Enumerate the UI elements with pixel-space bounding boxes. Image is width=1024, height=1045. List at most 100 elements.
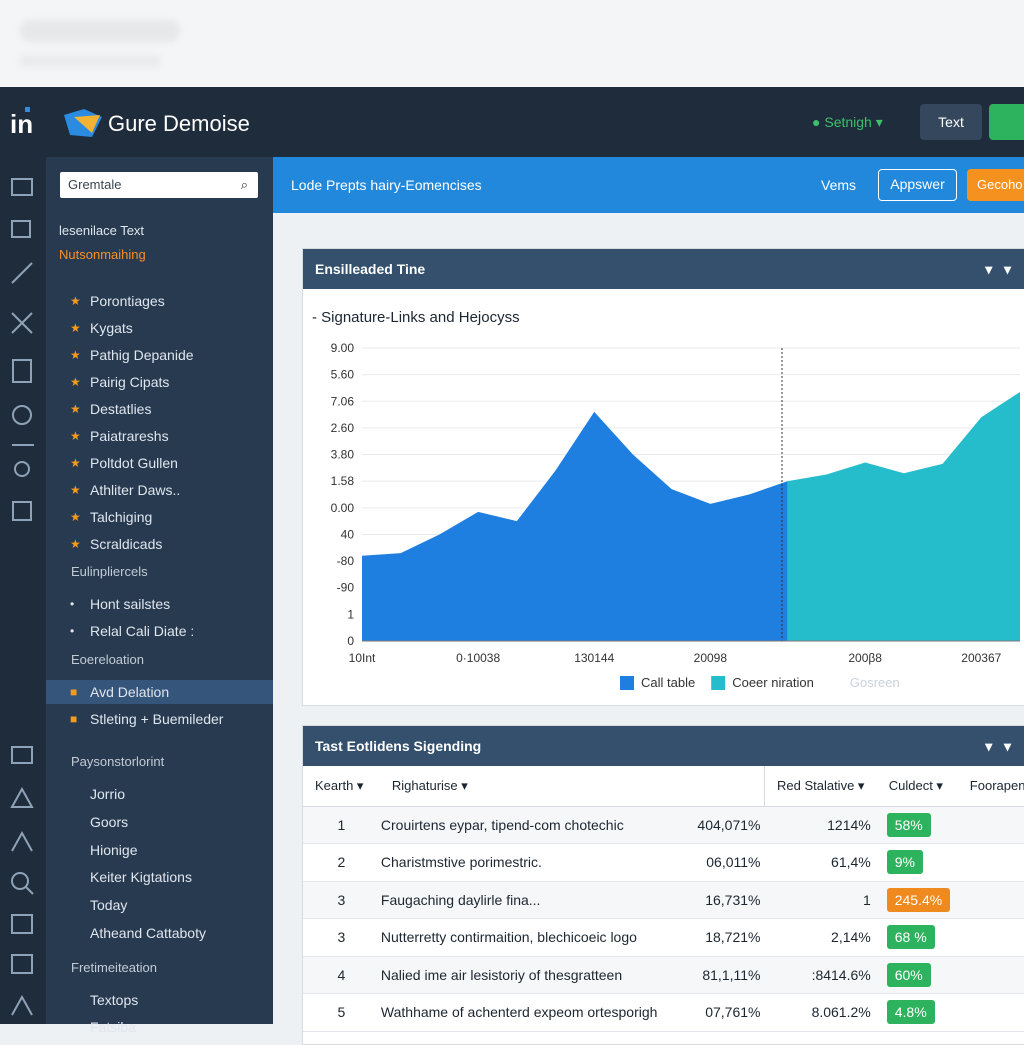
row-value-a: 16,731%	[675, 881, 765, 919]
nav-item[interactable]: ★ Scraldicads	[46, 532, 273, 556]
nav-label: Fatsiba	[90, 1019, 136, 1035]
brand-icon	[64, 109, 102, 137]
badge-cell: 58%	[876, 806, 958, 844]
icon-rail	[0, 157, 46, 1024]
chart-title: - Signature-Links and Hejocyss	[312, 309, 520, 326]
search-box[interactable]: Gremtale ⌕	[60, 172, 258, 198]
nav-marker: ★	[70, 375, 81, 389]
table-row[interactable]: 1 Crouirtens eypar, tipend-com chotechic 4…	[303, 806, 1024, 844]
nav-label: Hionige	[90, 841, 138, 858]
toolbar-link[interactable]: Vems	[821, 177, 857, 193]
column-header[interactable]: Red Stalative ▾	[763, 766, 877, 807]
nav-label: Kygats	[90, 320, 133, 336]
column-header[interactable]: Culdect ▾	[876, 766, 958, 807]
table-row[interactable]: 2 Charistmstive porimestric. 06,011% 61,4% 9…	[303, 843, 1024, 882]
nav-item[interactable]: ★ Pathig Depanide	[46, 343, 273, 367]
table-row[interactable]: 5 Wathhame of achenterd expeom ortesporig…	[303, 993, 1024, 1032]
page: in Gure Demoise ● Setnigh ▾ Text Gremtal…	[0, 20, 1024, 1045]
nav-label: Pairig Cipats	[90, 374, 170, 390]
nav-highlight[interactable]: Nutsonmaihing	[59, 247, 146, 262]
badge-cell: 68 %	[876, 918, 958, 957]
nav-item[interactable]: • Relal Cali Diate :	[46, 619, 273, 643]
nav-label: Destatlies	[90, 401, 152, 417]
column-header[interactable]: Foorapen ▾	[957, 766, 1024, 807]
nav-item[interactable]: Goors	[46, 810, 273, 834]
nav-list: ★ Porontiages ★ Kygats ★ Pathig Depanide ★ Pair…	[46, 157, 273, 1035]
column-header[interactable]: Righaturise ▾	[379, 766, 676, 807]
nav-item[interactable]: ★ Poltdot Gullen	[46, 451, 273, 475]
secondary-button[interactable]: Gecoho	[967, 169, 1024, 201]
row-name: Crouirtens eypar, tipend-com chotechic	[379, 806, 676, 844]
nav-item[interactable]: ■ Stleting + Buemileder	[46, 707, 273, 731]
row-name: Nutterretty contirmaition, blechicoeic l…	[379, 918, 676, 957]
row-value-b: 1	[764, 881, 877, 919]
data-table: Kearth ▾ Righaturise ▾ Red Stalative ▾ Culd…	[303, 766, 1024, 1032]
nav-item[interactable]: Jorrio	[46, 782, 273, 806]
column-label: Culdect	[888, 777, 933, 793]
sort-arrow: ▾	[457, 777, 468, 793]
nav-item[interactable]: ★ Paiatrareshs	[46, 424, 273, 448]
x-tick-label: 0·10038	[456, 651, 500, 665]
legend-swatch	[711, 676, 726, 690]
nav-item[interactable]: ★ Athliter Daws..	[46, 478, 273, 502]
nav-item[interactable]: ★ Destatlies	[46, 397, 273, 421]
nav-item[interactable]: ■ Avd Delation	[46, 680, 273, 704]
nav-marker: ★	[70, 321, 81, 335]
nav-item[interactable]: ★ Porontiages	[46, 289, 273, 313]
sort-arrow: ▾	[854, 777, 865, 793]
column-label: Red Stalative	[776, 777, 855, 793]
y-tick-label: 2.60	[331, 421, 355, 435]
app-header: in Gure Demoise ● Setnigh ▾ Text	[0, 87, 1024, 157]
table-panel-header: Tast Eotlidens Sigending ▾ ▾	[303, 726, 1024, 766]
nav-item[interactable]: ★ Kygats	[46, 316, 273, 340]
table-panel-title: Tast Eotlidens Sigending	[315, 738, 482, 754]
y-tick-label: 40	[341, 527, 355, 541]
nav-item[interactable]: Textops	[46, 988, 273, 1012]
row-number: 3	[303, 918, 380, 957]
nav-label: Porontiages	[90, 293, 165, 309]
sidebar: Gremtale ⌕ lesenilace Text Nutsonmaihing …	[46, 157, 273, 1035]
brand: Gure Demoise	[108, 111, 250, 136]
table-row[interactable]: 3 Faugaching daylirle fina... 16,731% 1 245.…	[303, 881, 1024, 919]
nav-marker: ■	[70, 685, 78, 699]
badge: 9%	[886, 850, 923, 875]
nav-item[interactable]: Hionige	[46, 838, 273, 862]
y-tick-label: 5.60	[331, 368, 355, 382]
nav-item[interactable]: ★ Pairig Cipats	[46, 370, 273, 394]
nav-label: Hont sailstes	[90, 596, 171, 612]
badge: 245.4%	[886, 887, 951, 912]
nav-label: Relal Cali Diate :	[90, 623, 195, 639]
nav-item[interactable]: Atheand Cattaboty	[46, 921, 273, 945]
status[interactable]: ● Setnigh ▾	[812, 114, 883, 130]
nav-marker: ★	[70, 348, 81, 362]
y-tick-label: 9.00	[331, 341, 355, 355]
legend-swatch	[620, 676, 634, 690]
nav-item[interactable]: • Hont sailstes	[46, 592, 273, 616]
action-button[interactable]	[989, 104, 1024, 140]
badge: 58%	[886, 812, 931, 837]
nav-section-title: Eoereloation	[71, 652, 144, 667]
nav-label: Today	[90, 897, 128, 914]
row-number: 4	[303, 956, 380, 994]
nav-item[interactable]: Fatsiba	[46, 1015, 273, 1039]
y-tick-label: 1.58	[331, 474, 355, 488]
row-value-b: 2,14%	[764, 918, 877, 957]
badge: 4.8%	[886, 1000, 935, 1025]
row-number: 1	[303, 806, 380, 844]
nav-item[interactable]: ★ Talchiging	[46, 505, 273, 529]
nav-marker: ★	[70, 402, 81, 416]
nav-label: Avd Delation	[90, 684, 170, 700]
header-button[interactable]: Text	[920, 104, 982, 140]
nav-marker: •	[70, 597, 75, 611]
x-tick-label: 200367	[961, 651, 1001, 665]
column-header[interactable]: Kearth ▾	[303, 766, 380, 807]
nav-marker: •	[70, 624, 75, 638]
row-end	[957, 881, 1024, 919]
nav-item[interactable]: Today	[46, 893, 273, 917]
rail-icons	[10, 178, 34, 1016]
table-row[interactable]: 3 Nutterretty contirmaition, blechicoeic …	[303, 918, 1024, 957]
table-row[interactable]: 4 Nalied ime air lesistoriy of thesgratte…	[303, 956, 1024, 994]
toolbar-title: Lode Prepts hairy-Eomencises	[291, 177, 482, 193]
nav-item[interactable]: Keiter Kigtations	[46, 865, 273, 889]
primary-button[interactable]: Appswer	[878, 169, 957, 201]
